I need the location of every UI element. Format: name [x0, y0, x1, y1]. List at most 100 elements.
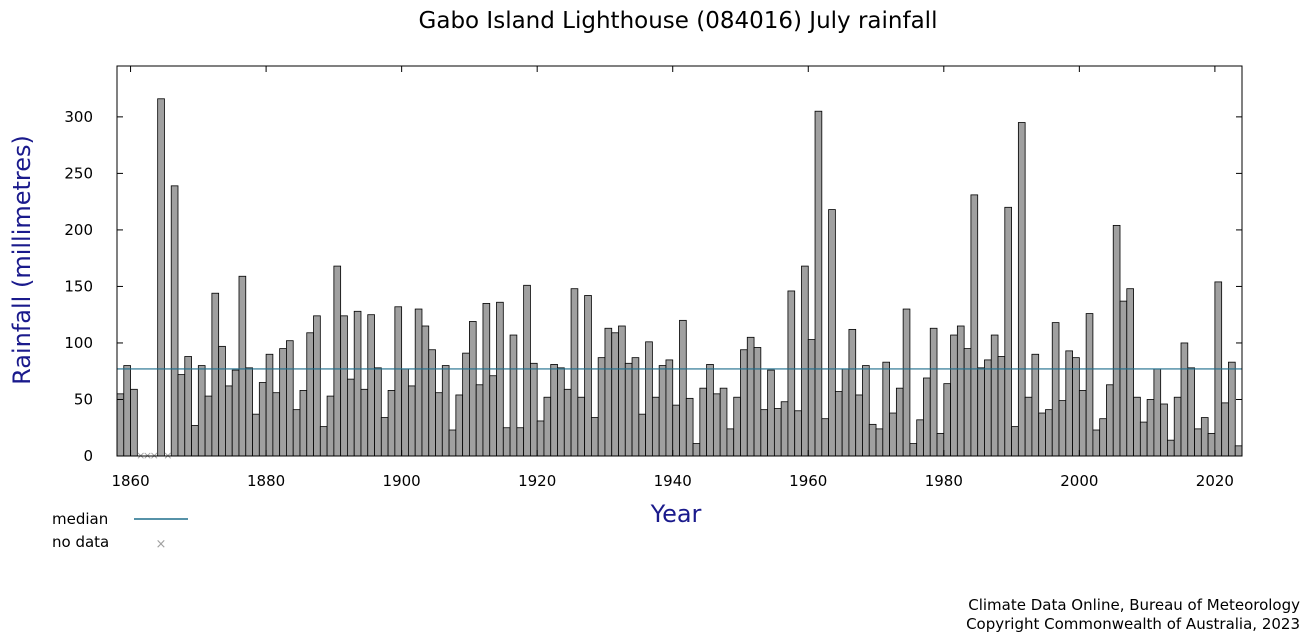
bar-1870: [197, 365, 206, 457]
bar-1971: [882, 361, 890, 457]
legend-median-label: median: [52, 510, 108, 528]
bar-1940: [672, 404, 680, 457]
credit-line-1: Climate Data Online, Bureau of Meteorolo…: [968, 596, 1300, 614]
bar-1941: [679, 319, 687, 457]
x-axis: 1860 1880 1900 1920 1940 1960 1980 2000 2020: [111, 66, 1234, 490]
bar-1925: [570, 288, 579, 457]
bar-1893: [353, 310, 362, 457]
bar-1952: [753, 347, 762, 457]
bar-1916: [509, 334, 518, 457]
bar-1934: [631, 357, 640, 457]
bar-1947: [719, 387, 728, 457]
bar-1929: [597, 357, 606, 457]
bar-1914: [496, 301, 504, 457]
bar-1908: [455, 394, 464, 457]
bar-1877: [245, 367, 253, 457]
bar-2021: [1221, 402, 1229, 457]
bar-2010: [1146, 399, 1155, 457]
bar-2011: [1153, 368, 1162, 457]
bar-1983: [963, 348, 972, 457]
bar-1935: [638, 413, 647, 457]
bar-1953: [760, 409, 769, 457]
bar-2004: [1106, 384, 1114, 457]
bar-1989: [1004, 206, 1012, 457]
bar-1888: [319, 426, 328, 457]
bar-1926: [577, 396, 586, 457]
bar-1904: [428, 349, 436, 457]
bar-1869: [191, 425, 199, 457]
bar-2022: [1228, 361, 1236, 457]
bar-1901: [408, 385, 416, 457]
bar-1969: [868, 423, 877, 457]
bar-1942: [685, 397, 694, 457]
bar-1867: [177, 374, 186, 457]
bar-1878: [252, 413, 260, 457]
bar-1859: [123, 365, 131, 457]
y-tick-label-200: 200: [64, 221, 93, 239]
x-tick-label-1960: 1960: [789, 472, 827, 490]
bar-1939: [665, 359, 674, 457]
x-tick-label-1940: 1940: [654, 472, 692, 490]
bar-1961: [814, 110, 823, 457]
bar-2018: [1200, 417, 1209, 457]
bar-1873: [218, 345, 226, 457]
bar-2019: [1207, 432, 1216, 457]
bar-1883: [286, 340, 294, 457]
bar-1905: [435, 392, 443, 457]
bar-1881: [272, 392, 281, 457]
bar-1944: [699, 387, 708, 457]
bar-2002: [1092, 429, 1101, 457]
bar-2008: [1133, 396, 1141, 457]
bar-1975: [909, 443, 918, 457]
bar-2007: [1126, 288, 1134, 457]
bar-1887: [313, 315, 321, 457]
bar-1978: [929, 327, 938, 457]
bars-group: [116, 98, 1243, 457]
bar-1899: [394, 306, 403, 457]
bar-1903: [421, 325, 430, 457]
bar-1902: [414, 308, 423, 457]
bar-1984: [970, 194, 979, 457]
bar-1910: [469, 321, 477, 457]
bar-1987: [990, 334, 999, 457]
x-tick-label-2020: 2020: [1196, 472, 1234, 490]
bar-1876: [238, 275, 247, 457]
bar-1924: [563, 388, 572, 457]
bar-1896: [374, 367, 382, 457]
bar-1874: [225, 385, 233, 457]
bar-1860: [130, 388, 138, 457]
y-tick-label-150: 150: [64, 277, 93, 295]
x-tick-label-1880: 1880: [247, 472, 285, 490]
bar-1927: [584, 295, 592, 457]
y-axis-label: Rainfall (millimetres): [8, 135, 36, 385]
bar-1913: [489, 375, 497, 457]
bar-1919: [530, 362, 538, 457]
bar-1946: [712, 393, 721, 457]
plot-frame: [116, 65, 1243, 457]
bar-1897: [380, 417, 389, 457]
bar-1945: [706, 364, 714, 457]
bar-2005: [1112, 224, 1121, 457]
chart-title: Gabo Island Lighthouse (084016) July rai…: [419, 8, 938, 34]
bar-1985: [977, 367, 985, 457]
bar-2000: [1078, 390, 1087, 457]
bar-1866: [170, 185, 179, 457]
bar-1967: [855, 394, 863, 457]
bar-1980: [943, 383, 951, 457]
bar-1933: [624, 362, 633, 457]
x-tick-label-1900: 1900: [383, 472, 421, 490]
bar-2009: [1139, 421, 1148, 457]
bar-1998: [1065, 350, 1073, 457]
bar-2016: [1187, 367, 1195, 457]
bar-1963: [828, 209, 836, 457]
bar-2014: [1173, 396, 1182, 457]
bar-1965: [841, 368, 850, 457]
bar-1943: [692, 443, 701, 457]
bar-1922: [550, 364, 558, 457]
bar-1950: [740, 349, 748, 457]
bar-1964: [834, 391, 843, 457]
bar-2006: [1119, 300, 1128, 457]
y-axis: 0 50 100 150 200 250 300: [64, 108, 1242, 465]
bar-1937: [651, 396, 660, 457]
bar-1970: [875, 428, 884, 457]
